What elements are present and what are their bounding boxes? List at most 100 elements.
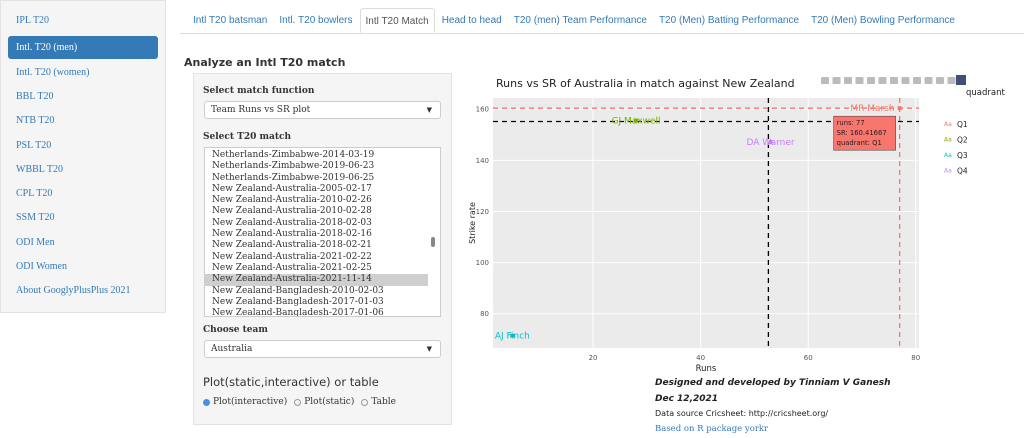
data-point[interactable]	[897, 106, 902, 111]
data-point[interactable]	[510, 333, 515, 338]
tooltip-line: runs: 77	[837, 119, 865, 127]
y-tick-label: 120	[476, 208, 489, 216]
sidebar-item[interactable]: SSM T20	[16, 212, 55, 224]
designed-by: Designed and developed by Tinniam V Gane…	[655, 378, 891, 388]
input-panel: Select match function Team Runs vs SR pl…	[193, 73, 452, 425]
match-option[interactable]: New Zealand-Australia-2021-02-25	[212, 262, 372, 273]
plotly-logo-icon[interactable]	[956, 75, 966, 85]
match-option[interactable]: Netherlands-Zimbabwe-2019-06-25	[212, 172, 375, 183]
match-option[interactable]: New Zealand-Australia-2018-02-03	[212, 217, 372, 228]
point-label: GJ Maxwell	[612, 117, 661, 127]
legend-entry[interactable]: Q4	[957, 167, 968, 176]
zoom-out-icon[interactable]	[890, 77, 898, 84]
y-tick-label: 160	[476, 106, 489, 114]
tooltip-line: SR: 160.41667	[837, 129, 887, 137]
sidebar-item[interactable]: CPL T20	[16, 188, 53, 200]
point-label: DA Warner	[746, 138, 794, 148]
x-tick-label: 80	[911, 354, 920, 362]
match-function-select[interactable]: Team Runs vs SR plot ▼	[204, 101, 441, 119]
sidebar-item[interactable]: ODI Women	[16, 261, 67, 272]
spike-icon[interactable]	[924, 77, 933, 84]
team-select[interactable]: Australia ▼	[204, 340, 441, 358]
radio-label: Plot(interactive)	[213, 397, 288, 407]
sidebar-item[interactable]: PSL T20	[16, 139, 52, 151]
runs-vs-sr-chart: Runs vs SR of Australia in match against…	[468, 75, 1005, 374]
sidebar-item[interactable]: NTB T20	[16, 115, 55, 127]
legend-swatch: Aa	[944, 152, 952, 159]
match-option[interactable]: New Zealand-Australia-2010-02-28	[212, 206, 372, 217]
data-point[interactable]	[634, 118, 639, 123]
pan-icon[interactable]	[844, 77, 852, 84]
sidebar-item[interactable]: WBBL T20	[16, 163, 63, 175]
legend-entry[interactable]: Q1	[957, 120, 968, 129]
radio-label: Table	[371, 397, 397, 407]
radio-button[interactable]	[203, 398, 210, 406]
output-radio-group: Plot(interactive) Plot(static) Table	[203, 397, 396, 407]
hover-tooltip	[833, 115, 896, 151]
radio-button[interactable]	[361, 398, 369, 406]
match-option[interactable]: Netherlands-Zimbabwe-2014-03-19	[212, 150, 375, 160]
sidebar-item[interactable]: Intl. T20 (women)	[16, 66, 90, 78]
match-function-label: Select match function	[203, 86, 315, 96]
match-select-label: Select T20 match	[203, 132, 292, 142]
x-tick-label: 20	[589, 354, 598, 362]
yorkr-link[interactable]: Based on R package yorkr	[655, 424, 769, 434]
tab[interactable]: T20 (Men) Batting Performance	[658, 15, 800, 26]
tab[interactable]: T20 (Men) Bowling Performance	[811, 15, 955, 26]
x-axis-label: Runs	[696, 364, 717, 374]
tab[interactable]: Intl T20 Match	[359, 8, 435, 33]
output-heading: Plot(static,interactive) or table	[203, 375, 379, 389]
tooltip-line: quadrant: Q1	[837, 139, 882, 147]
sidebar-item[interactable]: BBL T20	[16, 90, 54, 102]
sidebar-item[interactable]: About GooglyPlusPlus 2021	[16, 285, 131, 297]
radio-label: Plot(static)	[304, 397, 355, 407]
tab[interactable]: Head to head	[441, 15, 502, 26]
sidebar: IPL T20 Intl. T20 (men) Intl. T20 (women) B…	[0, 0, 166, 313]
zoom-icon[interactable]	[832, 77, 841, 84]
legend-swatch: Aa	[944, 137, 952, 144]
radio-button[interactable]	[294, 398, 302, 406]
match-option[interactable]: New Zealand-Australia-2010-02-26	[212, 195, 372, 206]
point-label: MR Marsh	[850, 104, 894, 114]
sidebar-item[interactable]: Intl. T20 (men)	[8, 36, 158, 60]
radio-option[interactable]: Table	[361, 397, 396, 407]
match-option[interactable]: New Zealand-Australia-2005-02-17	[212, 183, 372, 194]
match-listbox[interactable]: Netherlands-Zimbabwe-2014-03-19 Netherlan…	[204, 147, 441, 317]
scrollbar[interactable]	[431, 237, 435, 247]
chevron-down-icon: ▼	[426, 345, 432, 353]
tab[interactable]: Intl T20 batsman	[193, 15, 268, 26]
team-label: Choose team	[203, 325, 268, 335]
match-option[interactable]: New Zealand-Bangladesh-2017-01-06	[212, 308, 384, 317]
autoscale-icon[interactable]	[901, 77, 910, 84]
sidebar-item[interactable]: ODI Men	[16, 236, 55, 248]
hover-closest-icon[interactable]	[936, 77, 944, 84]
date: Dec 12,2021	[655, 394, 719, 404]
match-function-value: Team Runs vs SR plot	[211, 105, 311, 115]
legend-entry[interactable]: Q2	[957, 136, 968, 145]
tab[interactable]: Intl. T20 bowlers	[279, 15, 353, 26]
team-value: Australia	[211, 344, 253, 354]
match-option[interactable]: New Zealand-Bangladesh-2010-02-03	[212, 285, 384, 296]
tab[interactable]: T20 (men) Team Performance	[513, 15, 647, 26]
match-option[interactable]: Netherlands-Zimbabwe-2019-06-23	[212, 161, 375, 172]
sidebar-item[interactable]: IPL T20	[16, 15, 50, 26]
y-tick-label: 140	[476, 157, 489, 165]
hover-compare-icon[interactable]	[947, 77, 956, 84]
radio-option[interactable]: Plot(interactive)	[203, 397, 287, 407]
chart-title: Runs vs SR of Australia in match against…	[496, 77, 795, 90]
reset-icon[interactable]	[913, 77, 921, 84]
radio-option[interactable]: Plot(static)	[294, 397, 354, 407]
zoom-in-icon[interactable]	[878, 77, 887, 84]
match-option[interactable]: New Zealand-Australia-2018-02-16	[212, 229, 372, 240]
data-point[interactable]	[768, 139, 773, 144]
lasso-icon[interactable]	[867, 77, 875, 84]
match-option[interactable]: New Zealand-Bangladesh-2017-01-03	[212, 296, 384, 307]
legend-entry[interactable]: Q3	[957, 151, 968, 160]
match-option[interactable]: New Zealand-Australia-2021-02-22	[212, 251, 372, 262]
match-option[interactable]: New Zealand-Australia-2021-11-14	[205, 274, 428, 286]
camera-icon[interactable]	[821, 77, 829, 84]
data-source: Data source Cricsheet: http://cricsheet.…	[655, 409, 829, 418]
match-option[interactable]: New Zealand-Australia-2018-02-21	[212, 240, 372, 251]
box-select-icon[interactable]	[855, 77, 864, 84]
legend-swatch: Aa	[944, 121, 952, 128]
